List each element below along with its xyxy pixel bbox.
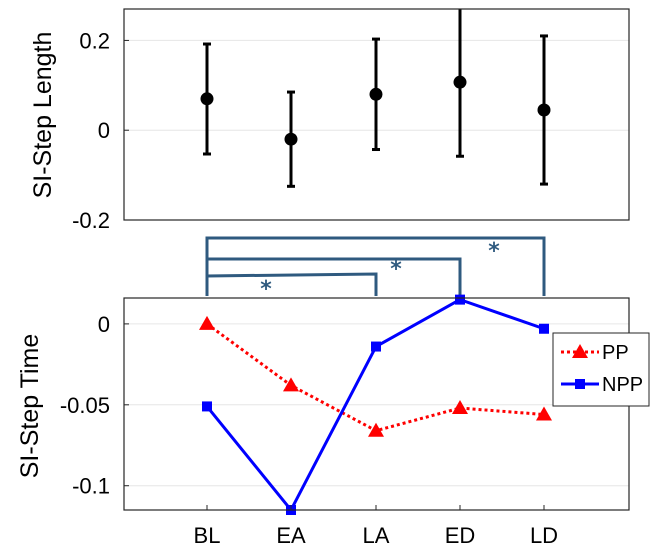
- legend-npp-label: NPP: [602, 374, 643, 396]
- pp-marker: [199, 315, 215, 330]
- legend-pp-marker: [572, 344, 588, 358]
- npp-marker: [455, 294, 465, 305]
- significance-star: *: [260, 277, 272, 302]
- significance-bracket: [205, 272, 378, 296]
- xtick-label: BL: [194, 523, 221, 548]
- top-y-axis-label: SI-Step Length: [29, 32, 57, 199]
- xtick-label: ED: [445, 523, 476, 548]
- pp-marker: [536, 406, 552, 421]
- top-ytick-label: 0.2: [79, 28, 110, 53]
- legend-box: [552, 332, 650, 407]
- significance-bracket: [205, 257, 462, 296]
- top-ytick-label: -0.2: [72, 208, 110, 233]
- pp-marker: [452, 400, 468, 415]
- bottom-ytick-label: -0.05: [60, 393, 110, 418]
- mean-point: [453, 75, 467, 89]
- pp-marker: [283, 377, 299, 392]
- xtick-label: EA: [276, 523, 306, 548]
- xtick-label: LA: [363, 523, 390, 548]
- legend-pp-label: PP: [602, 342, 629, 364]
- mean-point: [200, 92, 214, 106]
- mean-point: [284, 132, 298, 146]
- pp-marker: [368, 422, 384, 437]
- significance-star: *: [488, 239, 500, 264]
- bottom-ytick-label: -0.1: [72, 474, 110, 499]
- bottom-y-axis-label: SI-Step Time: [16, 334, 44, 479]
- step-time-panel: -0.1 -0.05 0 BL EA LA ED LD SI-Step Time: [16, 294, 630, 548]
- pp-series-line: [206, 322, 545, 433]
- legend: PP NPP: [552, 332, 650, 407]
- xtick-label: LD: [530, 523, 558, 548]
- legend-npp-marker: [575, 379, 585, 389]
- mean-point: [537, 103, 551, 117]
- significance-brackets: * * *: [205, 236, 546, 302]
- mean-point: [369, 87, 383, 101]
- significance-star: *: [390, 257, 402, 282]
- step-length-panel: -0.2 0 0.2 SI-Step Length: [29, 8, 630, 233]
- npp-marker: [371, 341, 381, 352]
- top-ytick-label: 0: [98, 118, 110, 143]
- bottom-ytick-label: 0: [98, 312, 110, 337]
- significance-bracket: [205, 236, 546, 296]
- top-axes-box: [123, 8, 630, 221]
- npp-marker: [539, 323, 549, 334]
- npp-marker: [202, 401, 212, 412]
